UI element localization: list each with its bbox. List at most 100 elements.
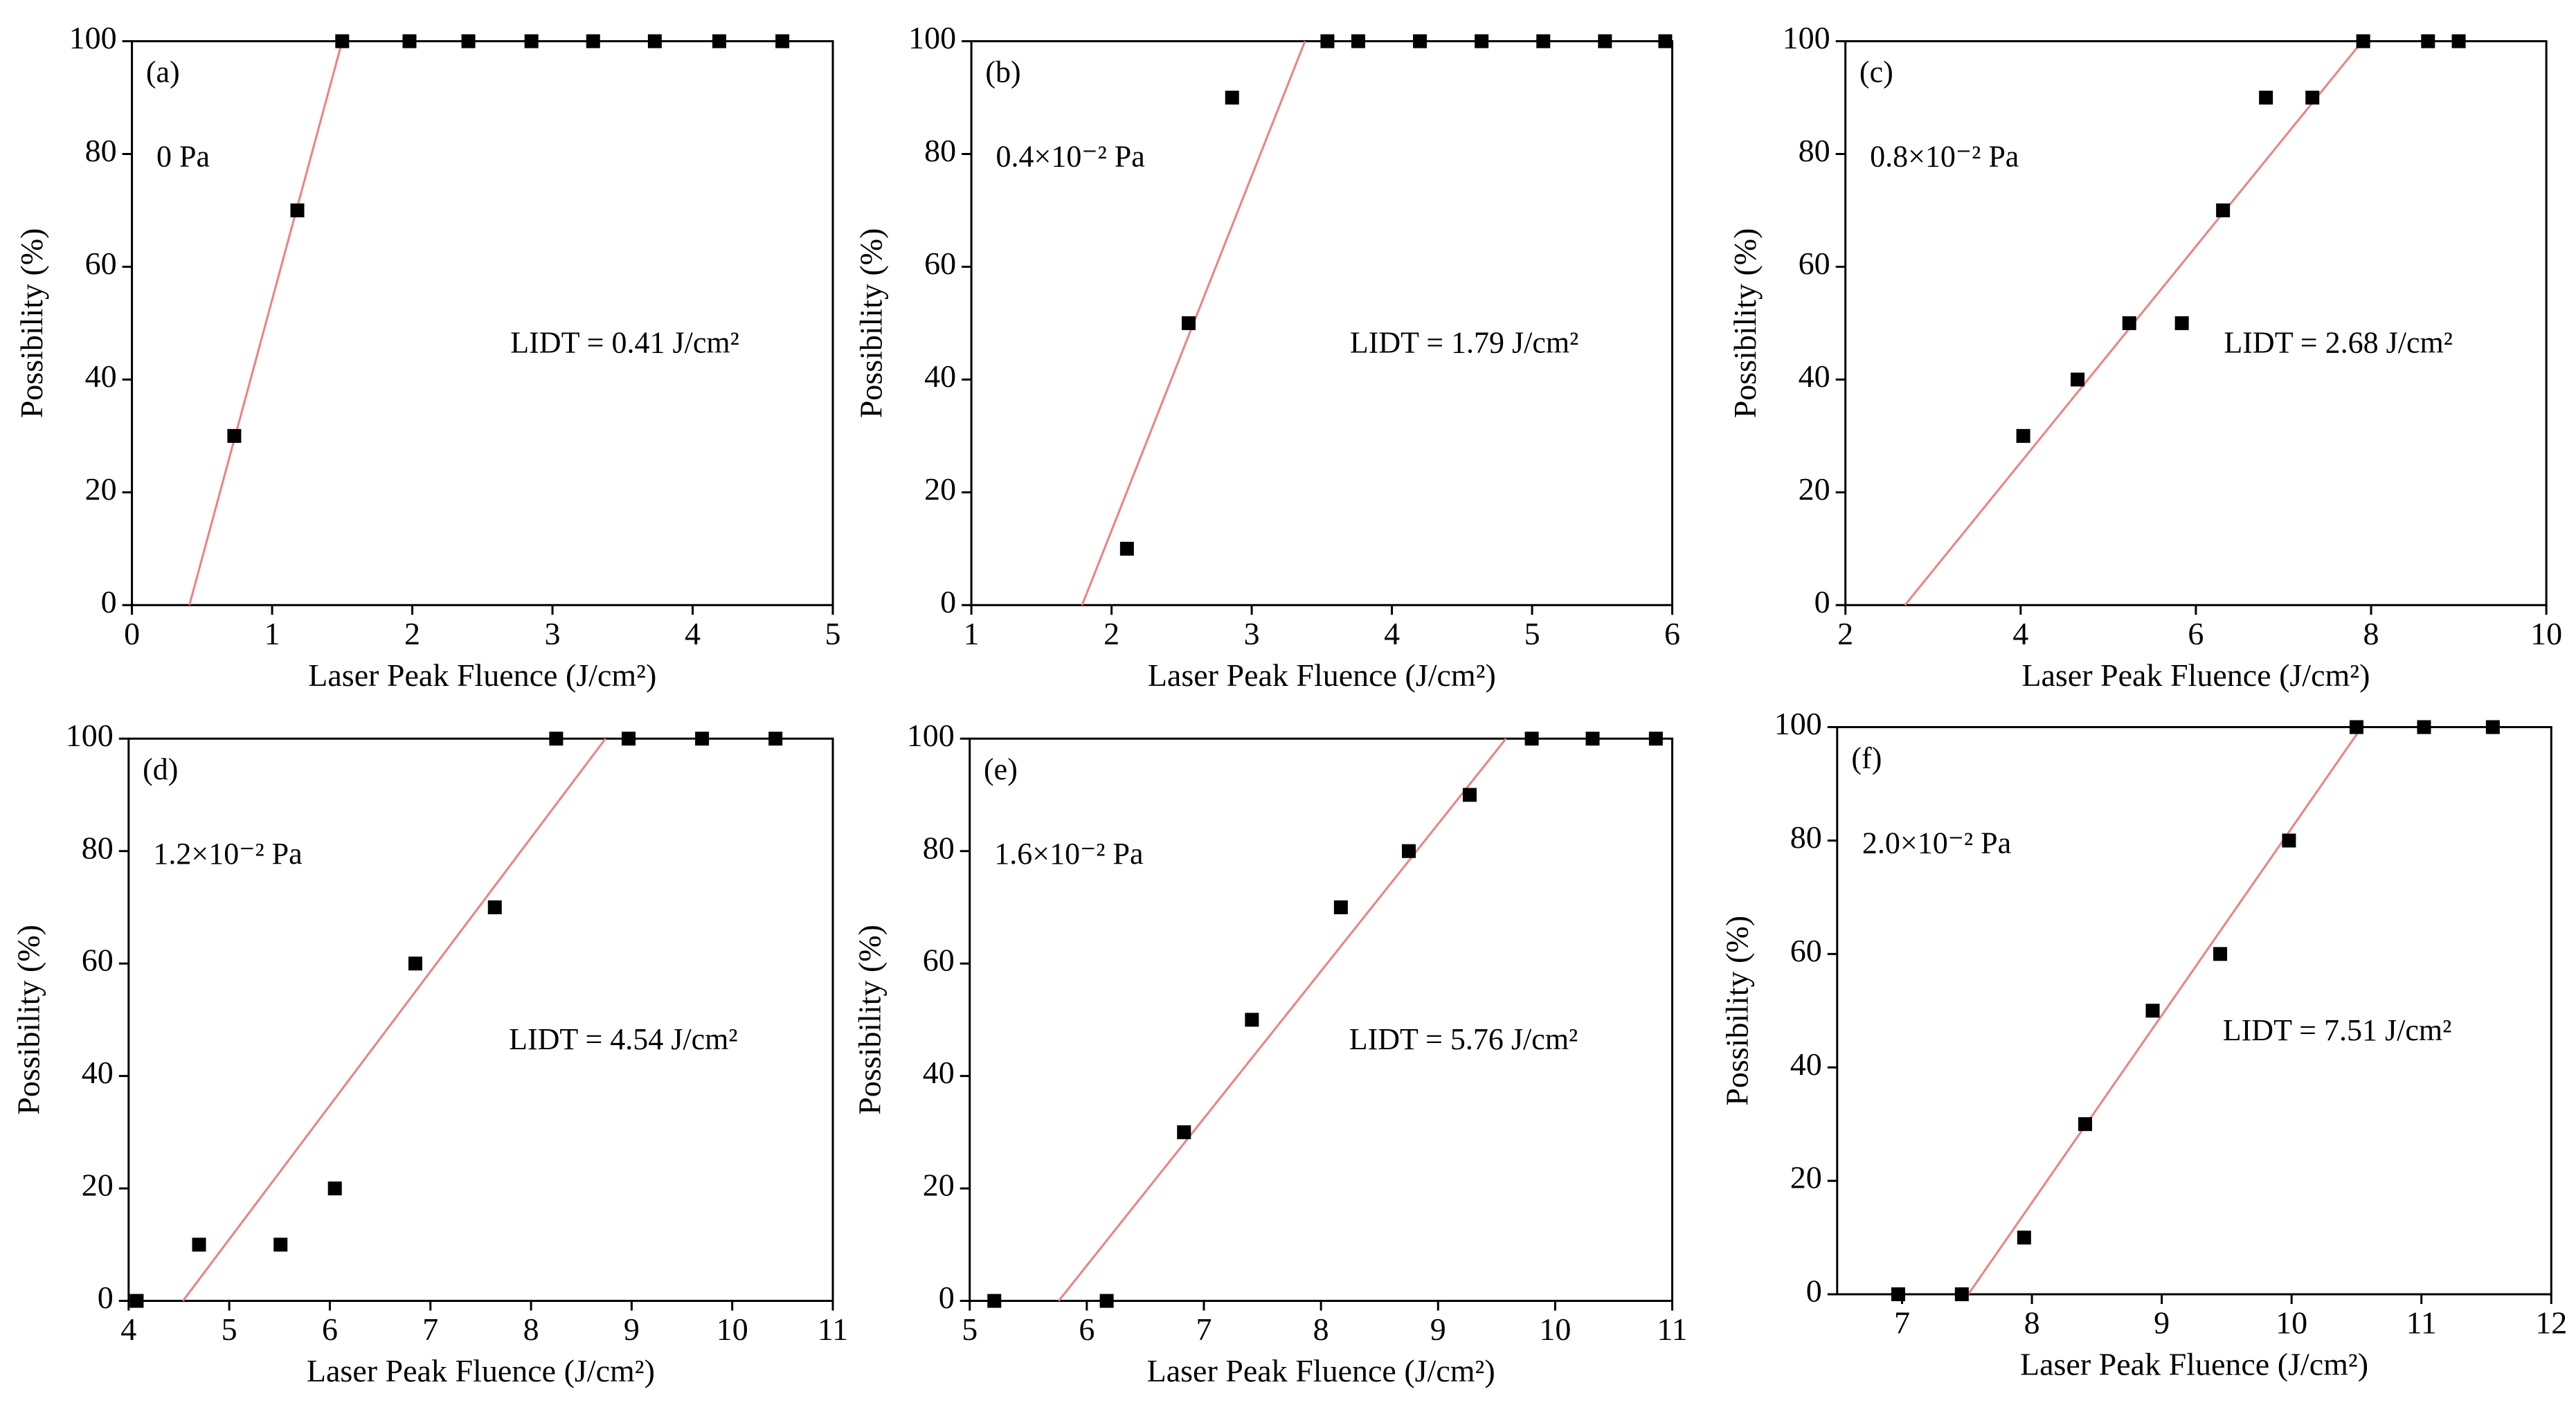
y-tick-label: 60 [82,943,114,978]
data-point [408,957,422,971]
y-tick-label: 40 [1799,359,1830,394]
panel-label: (d) [143,752,178,786]
y-tick-label: 60 [1790,933,1822,968]
y-tick-label: 80 [1799,133,1830,168]
x-tick-label: 4 [120,1312,136,1347]
y-axis-label: Possibility (%) [1727,228,1763,419]
data-point [227,428,242,443]
data-point [1954,1287,1969,1302]
data-point [1333,900,1348,914]
x-axis-label: Laser Peak Fluence (J/cm²) [2020,1347,2368,1382]
pressure-label: 0 Pa [156,140,210,174]
x-axis-label: Laser Peak Fluence (J/cm²) [2021,658,2370,693]
y-tick-label: 60 [924,246,956,281]
data-point [1320,34,1335,48]
data-point [1585,732,1600,746]
x-tick-label: 5 [962,1312,978,1347]
data-point [129,1294,144,1308]
y-tick-label: 100 [1783,20,1830,55]
data-point [2421,34,2435,48]
x-tick-label: 5 [222,1312,237,1347]
data-point [2122,316,2136,330]
data-point [2078,1117,2092,1132]
y-axis-label: Possibility (%) [14,228,49,419]
data-point [775,34,790,48]
x-tick-label: 4 [1384,616,1400,651]
data-point [1099,1294,1114,1308]
pressure-label: 1.2×10⁻² Pa [153,837,302,871]
x-tick-label: 1 [264,616,280,651]
pressure-label: 2.0×10⁻² Pa [1862,826,2011,860]
y-tick-label: 100 [69,20,117,55]
x-tick-label: 6 [1664,616,1680,651]
y-axis-label: Possibility (%) [10,925,46,1115]
data-point [712,34,726,48]
data-point [461,34,476,48]
data-point [487,900,502,914]
data-point [2216,203,2231,217]
fit-line [1967,726,2363,1295]
data-point [768,732,783,746]
x-tick-label: 5 [1524,616,1540,651]
panel-label: (e) [984,752,1018,786]
y-tick-label: 60 [85,246,117,281]
y-tick-label: 80 [923,830,955,865]
data-point [2356,34,2370,48]
y-tick-label: 40 [924,359,956,394]
x-tick-label: 12 [2535,1305,2567,1341]
data-point [1536,34,1551,48]
y-tick-label: 100 [907,718,955,753]
x-tick-label: 11 [2406,1305,2437,1341]
y-tick-label: 100 [66,718,114,753]
y-tick-label: 40 [82,1055,114,1090]
y-tick-label: 80 [1790,819,1822,855]
x-tick-label: 2 [1104,616,1119,651]
x-tick-label: 7 [422,1312,438,1347]
data-point [2174,316,2189,330]
data-point [1225,91,1239,105]
lidt-annotation: LIDT = 7.51 J/cm² [2223,1013,2452,1047]
y-tick-label: 0 [1814,584,1830,619]
x-tick-label: 8 [523,1312,539,1347]
lidt-annotation: LIDT = 4.54 J/cm² [509,1022,738,1056]
fit-line [188,41,343,606]
data-point [1598,34,1612,48]
data-point [1648,732,1663,746]
y-tick-label: 20 [1790,1160,1822,1195]
x-tick-label: 4 [2012,616,2028,651]
data-point [2305,91,2320,105]
x-tick-label: 5 [825,616,841,651]
y-tick-label: 60 [1799,246,1830,281]
lidt-annotation: LIDT = 2.68 J/cm² [2224,326,2453,360]
x-tick-label: 6 [322,1312,338,1347]
pressure-label: 0.4×10⁻² Pa [996,140,1145,174]
data-point [1475,34,1489,48]
lidt-annotation: LIDT = 5.76 J/cm² [1349,1022,1578,1056]
panel-label: (c) [1859,55,1893,89]
y-axis-label: Possibility (%) [852,925,887,1115]
data-point [2071,372,2085,387]
x-tick-label: 6 [2188,616,2204,651]
y-tick-label: 100 [1774,706,1822,741]
data-point [549,732,564,746]
x-tick-label: 2 [1837,616,1853,651]
plot-frame [969,737,1674,1303]
data-point [2485,720,2500,734]
x-tick-label: 9 [2154,1305,2170,1341]
y-tick-label: 20 [1799,471,1830,507]
data-point [1351,34,1365,48]
data-point [327,1181,342,1196]
x-tick-label: 6 [1079,1312,1095,1347]
y-axis-label: Possibility (%) [854,228,889,419]
x-tick-label: 10 [2530,616,2562,651]
lidt-annotation: LIDT = 1.79 J/cm² [1350,326,1578,360]
data-point [2349,720,2363,734]
data-point [2213,947,2228,961]
data-point [1524,732,1539,746]
x-tick-label: 0 [124,616,140,651]
y-tick-label: 40 [85,359,117,394]
fit-line [182,738,606,1302]
plot-frame [1836,726,2552,1296]
